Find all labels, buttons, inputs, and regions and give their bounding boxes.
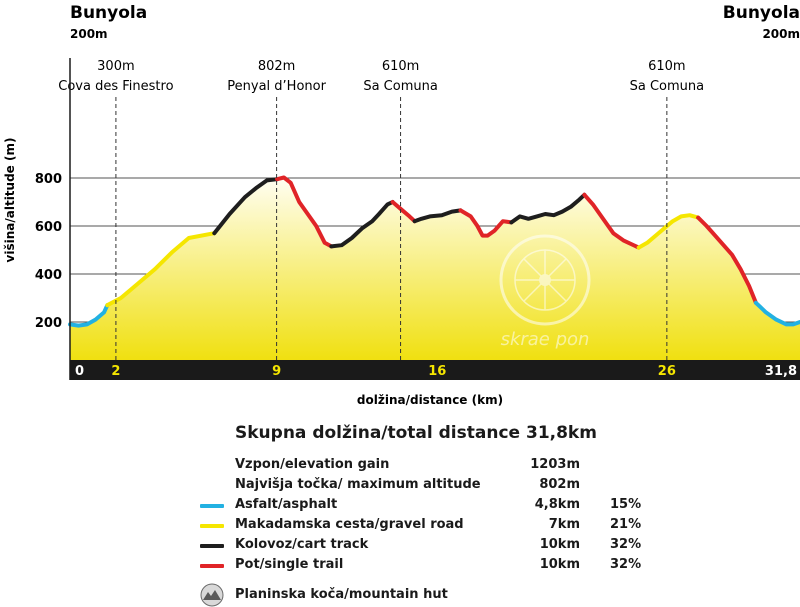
x-tick-label: 2 xyxy=(111,364,120,379)
end-name: Bunyola xyxy=(723,3,800,23)
segment-trail xyxy=(275,175,334,249)
waypoint-name: Penyal d’Honor xyxy=(227,79,326,94)
watermark-text: skrae pon xyxy=(501,329,590,350)
segment-trail xyxy=(696,215,758,305)
segment-trail xyxy=(390,200,417,224)
waypoint-altitude: 610m xyxy=(648,59,685,74)
segment-cart xyxy=(329,200,395,249)
x-tick-label: 9 xyxy=(272,364,281,379)
end-altitude: 200m xyxy=(762,27,800,41)
x-tick-label: 16 xyxy=(428,364,446,379)
segment-cart xyxy=(509,192,587,225)
y-axis-ticks: 200 400 600 800 xyxy=(35,172,62,331)
y-tick-label: 200 xyxy=(35,316,62,331)
segment-asphalt xyxy=(68,303,110,328)
watermark-logo: skrae pon xyxy=(499,234,591,350)
x-tick-label: 31,8 xyxy=(765,364,797,379)
x-axis-label: dolžina/distance (km) xyxy=(357,393,503,407)
segment-asphalt xyxy=(753,300,800,327)
waypoint-altitude: 802m xyxy=(258,59,295,74)
segment-gravel xyxy=(636,213,701,250)
x-tick-label: 26 xyxy=(658,364,676,379)
y-tick-label: 400 xyxy=(35,268,62,283)
y-axis-label: višina/altitude (m) xyxy=(3,138,17,263)
waypoints: 300m Cova des Finestro 802m Penyal d’Honor 6… xyxy=(58,59,704,360)
segment-trail xyxy=(458,208,514,238)
segment-trail xyxy=(582,192,641,250)
waypoint-name: Sa Comuna xyxy=(630,79,705,94)
x-axis-bar xyxy=(70,360,800,380)
x-tick-label: 0 xyxy=(75,364,84,379)
segment-gravel xyxy=(105,231,217,308)
segment-cart xyxy=(212,177,280,236)
waypoint-altitude: 610m xyxy=(382,59,419,74)
x-axis-ticks: 0 2 9 16 26 31,8 xyxy=(75,364,797,379)
start-altitude: 200m xyxy=(70,27,108,41)
route-segments xyxy=(68,175,800,328)
segment-cart xyxy=(412,208,463,224)
start-name: Bunyola xyxy=(70,3,147,23)
elevation-area xyxy=(70,177,800,360)
waypoint-altitude: 300m xyxy=(97,59,134,74)
y-tick-label: 800 xyxy=(35,172,62,187)
y-tick-label: 600 xyxy=(35,220,62,235)
waypoint-name: Cova des Finestro xyxy=(58,79,173,94)
waypoint-name: Sa Comuna xyxy=(363,79,438,94)
